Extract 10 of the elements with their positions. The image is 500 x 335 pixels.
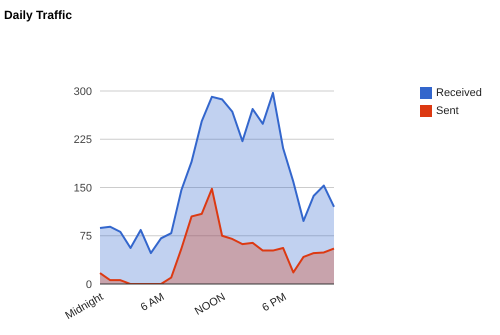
- legend-label: Sent: [436, 105, 459, 117]
- y-tick-label: 75: [80, 230, 92, 243]
- x-tick-label: 6 AM: [138, 290, 166, 314]
- y-tick-label: 0: [86, 278, 92, 291]
- y-tick-label: 300: [74, 86, 92, 98]
- y-tick-label: 150: [74, 182, 92, 194]
- chart-title: Daily Traffic: [4, 8, 72, 22]
- x-tick-label: 6 PM: [260, 290, 289, 314]
- legend-label: Received: [436, 87, 482, 99]
- y-tick-label: 225: [74, 134, 92, 146]
